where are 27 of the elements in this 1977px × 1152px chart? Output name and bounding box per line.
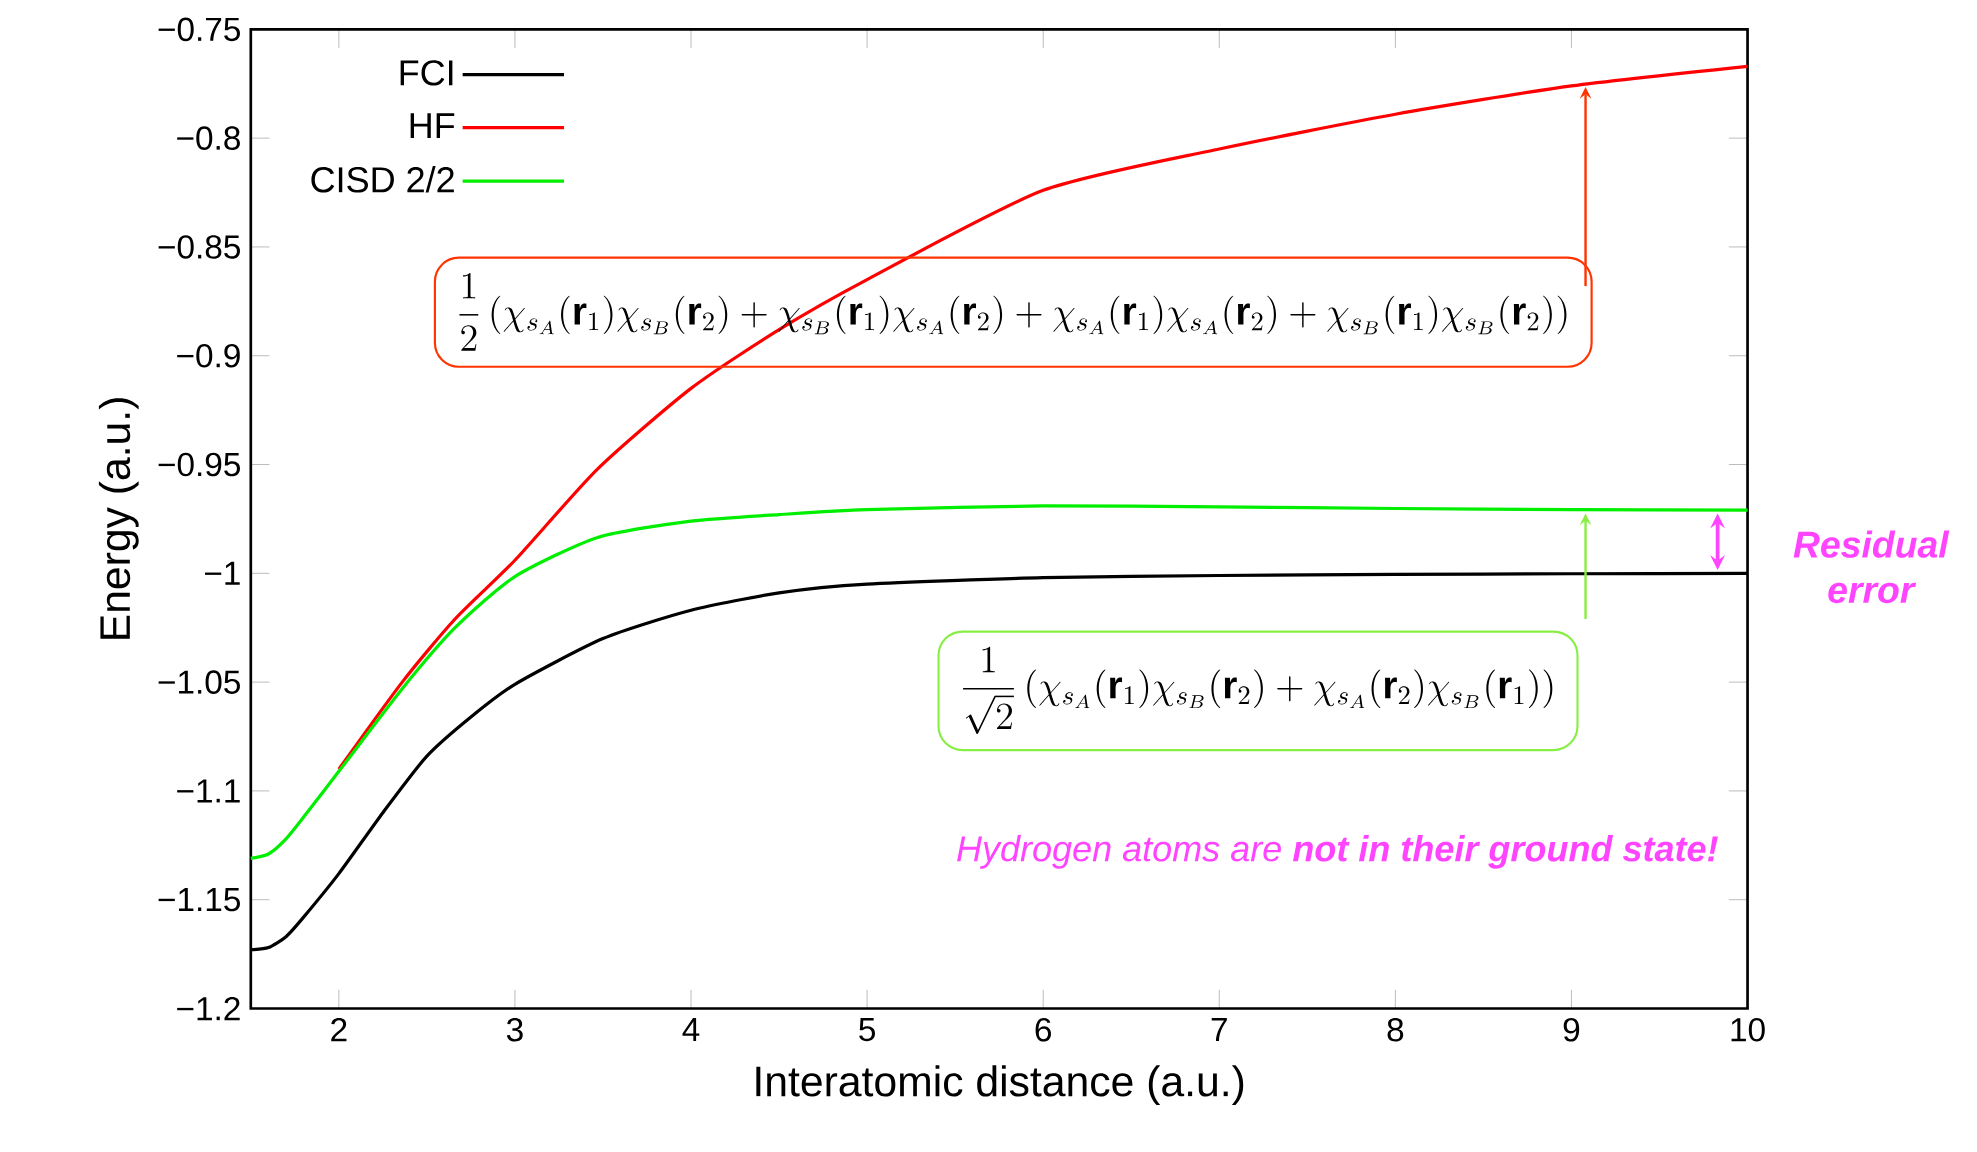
y-tick-label: −0.85 bbox=[158, 235, 240, 259]
y-tick-label: −1.1 bbox=[177, 779, 240, 803]
x-tick-label: 3 bbox=[506, 1018, 523, 1042]
y-axis-title: Energy (a.u.) bbox=[98, 398, 139, 640]
y-tick-label: −0.75 bbox=[158, 17, 240, 42]
legend-label: FCI bbox=[400, 60, 453, 86]
y-tick-label: −0.8 bbox=[177, 126, 240, 151]
x-axis-title: Interatomic distance (a.u.) bbox=[756, 1065, 1244, 1106]
legend-label: CISD 2/2 bbox=[311, 166, 454, 193]
y-tick-label: −1.2 bbox=[177, 997, 240, 1021]
x-tick-label: 6 bbox=[1035, 1018, 1051, 1042]
annotation: $\frac{1}{\sqrt{2}}\left(\chi_{s_A}(\mathbf{r}_1)\chi_{s_B}(\mathbf{r}_2)+\chi_{s_A}(\mathbf{r}_2)\chi_{s_B}(\mathbf{r}_1)\right)$ bbox=[963, 647, 1553, 735]
x-tick-label: 10 bbox=[1731, 1018, 1765, 1042]
legend-label: HF bbox=[410, 113, 455, 139]
x-tick-label: 9 bbox=[1563, 1018, 1580, 1042]
y-tick-label: −1.15 bbox=[158, 888, 240, 912]
x-tick-label: 5 bbox=[859, 1018, 875, 1042]
text: Residual error bbox=[1793, 530, 1950, 604]
y-tick-label: −1.05 bbox=[158, 670, 240, 695]
y-tick-label: −0.9 bbox=[177, 344, 240, 368]
annotation: Hydrogen atoms are not in their ground state! bbox=[957, 835, 1718, 869]
y-tick-label: −0.95 bbox=[158, 452, 240, 477]
x-tick-label: 4 bbox=[682, 1018, 700, 1042]
x-tick-label: 7 bbox=[1211, 1018, 1227, 1042]
x-tick-label: 8 bbox=[1387, 1018, 1404, 1042]
y-tick-label: −1 bbox=[204, 562, 240, 586]
x-tick-label: 2 bbox=[331, 1018, 347, 1042]
